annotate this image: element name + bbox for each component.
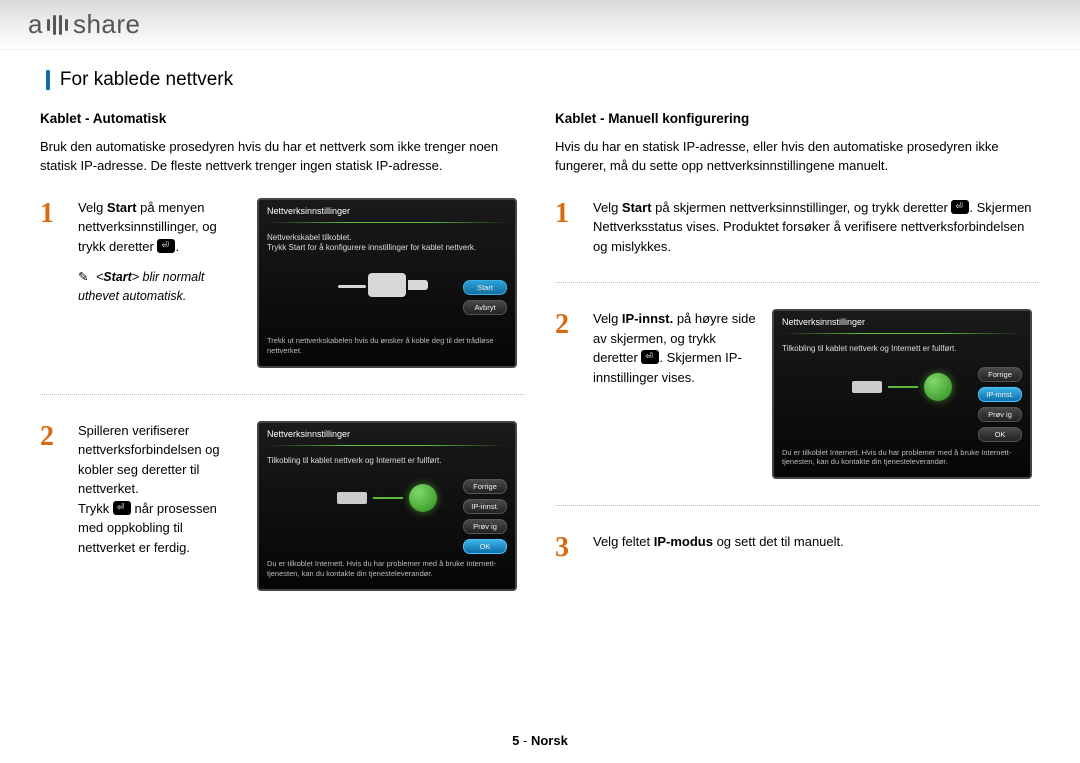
logo-pre: a (28, 9, 43, 40)
tv-ip-button[interactable]: IP-innst. (978, 387, 1022, 402)
step-text: Spilleren verifiserer nettverksforbindel… (78, 421, 243, 591)
enter-icon (113, 501, 131, 515)
tv-msg: Nettverkskabel tilkoblet. Trykk Start fo… (267, 233, 507, 254)
tv-cancel-button[interactable]: Avbryt (463, 300, 507, 315)
right-intro: Hvis du har en statisk IP-adresse, eller… (555, 138, 1040, 176)
step-number: 2 (40, 421, 64, 591)
right-step-3: 3 Velg feltet IP-modus og sett det til m… (555, 532, 1040, 588)
tv-retry-button[interactable]: Prøv ig (463, 519, 507, 534)
tv-prev-button[interactable]: Forrige (463, 479, 507, 494)
enter-icon (157, 239, 175, 253)
tv-msg: Tilkobling til kablet nettverk og Intern… (782, 344, 1022, 354)
enter-icon (951, 200, 969, 214)
right-step-2: 2 Velg IP-innst. på høyre side av skjerm… (555, 309, 1040, 506)
tv-prev-button[interactable]: Forrige (978, 367, 1022, 382)
left-section-title: Kablet - Automatisk (40, 111, 525, 126)
tv-title: Nettverksinnstillinger (782, 317, 1022, 331)
right-column: Kablet - Manuell konfigurering Hvis du h… (555, 111, 1040, 643)
header-bar: a share (0, 0, 1080, 50)
enter-icon (641, 350, 659, 364)
tv-title: Nettverksinnstillinger (267, 429, 507, 443)
connection-icon (337, 484, 437, 512)
page-title: ❙For kablede nettverk (40, 68, 1080, 91)
tv-ok-button[interactable]: OK (463, 539, 507, 554)
tv-screenshot-3: Nettverksinnstillinger Tilkobling til ka… (772, 309, 1032, 479)
step-number: 2 (555, 309, 579, 479)
tv-retry-button[interactable]: Prøv ig (978, 407, 1022, 422)
tv-bottom-msg: Du er tilkoblet Internett. Hvis du har p… (267, 559, 507, 579)
step-note: ✎ <Start> blir normalt uthevet automatis… (78, 268, 243, 306)
left-step-1: 1 Velg Start på menyen nettverksinnstill… (40, 198, 525, 395)
brand-logo: a share (28, 9, 141, 40)
tv-msg: Tilkobling til kablet nettverk og Intern… (267, 456, 507, 466)
step-number: 1 (40, 198, 64, 368)
logo-bars-icon (46, 15, 70, 35)
step-number: 3 (555, 532, 579, 562)
tv-screenshot-2: Nettverksinnstillinger Tilkobling til ka… (257, 421, 517, 591)
step-text: Velg IP-innst. på høyre side av skjermen… (593, 309, 758, 479)
step-text: Velg Start på skjermen nettverksinnstill… (593, 198, 1040, 257)
left-intro: Bruk den automatiske prosedyren hvis du … (40, 138, 525, 176)
step-text: Velg feltet IP-modus og sett det til man… (593, 532, 1040, 562)
tv-title: Nettverksinnstillinger (267, 206, 507, 220)
page-footer: 5 - Norsk (0, 733, 1080, 748)
tv-bottom-msg: Trekk ut nettverkskabelen hvis du ønsker… (267, 336, 507, 356)
pencil-icon: ✎ (78, 270, 88, 284)
logo-post: share (73, 9, 141, 40)
right-step-1: 1 Velg Start på skjermen nettverksinnsti… (555, 198, 1040, 284)
tv-bottom-msg: Du er tilkoblet Internett. Hvis du har p… (782, 448, 1022, 468)
step-number: 1 (555, 198, 579, 257)
tv-ip-button[interactable]: IP-innst. (463, 499, 507, 514)
tv-screenshot-1: Nettverksinnstillinger Nettverkskabel ti… (257, 198, 517, 368)
connection-icon (852, 373, 952, 401)
plug-icon (368, 273, 406, 297)
left-column: Kablet - Automatisk Bruk den automatiske… (40, 111, 525, 643)
tv-start-button[interactable]: Start (463, 280, 507, 295)
step-text: Velg Start på menyen nettverksinnstillin… (78, 198, 243, 368)
tv-ok-button[interactable]: OK (978, 427, 1022, 442)
left-step-2: 2 Spilleren verifiserer nettverksforbind… (40, 421, 525, 617)
right-section-title: Kablet - Manuell konfigurering (555, 111, 1040, 126)
